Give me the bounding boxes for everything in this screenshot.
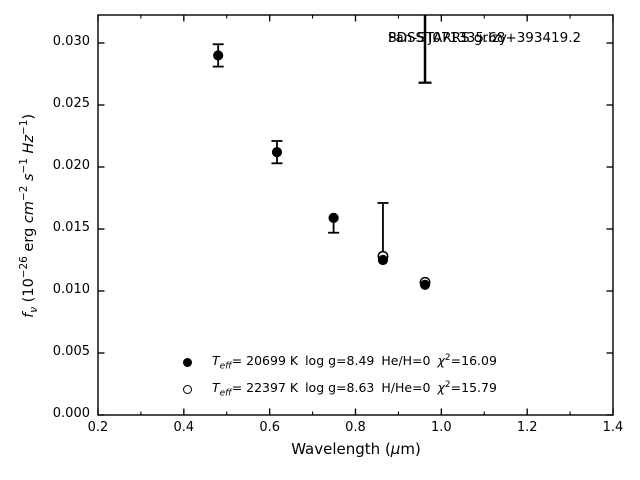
y-tick-label: 0.010: [52, 282, 90, 297]
data-point-filled: [419, 279, 431, 290]
x-tick-label: 0.2: [87, 420, 109, 435]
data-point-filled: [213, 50, 224, 61]
data-point-filled: [328, 212, 339, 223]
y-tick-label: 0.005: [52, 344, 90, 359]
annotation-object-id: SDSS J071335.68+393419.2: [388, 30, 582, 46]
y-tick-label: 0.015: [52, 220, 90, 235]
x-tick-label: 0.6: [259, 420, 280, 435]
data-point-filled: [377, 254, 389, 266]
y-tick-label: 0.020: [52, 158, 90, 173]
open-circle-marker: [183, 384, 192, 394]
y-tick-label: 0.000: [52, 406, 90, 421]
y-tick-label: 0.030: [52, 34, 90, 50]
x-tick-label: 1.2: [516, 420, 538, 435]
x-tick-label: 1.4: [602, 420, 624, 435]
filled-circle-marker: [183, 357, 192, 367]
data-point-filled: [271, 147, 283, 158]
annotation-survey: Pan-STARRS grizy: [388, 30, 507, 46]
x-tick-label: 0.4: [173, 420, 195, 435]
y-axis-label: fν (10−26 erg cm−2 s−1 Hz−1): [18, 113, 40, 318]
x-axis-label: Wavelength (μm): [291, 440, 421, 458]
axes-frame: [97, 14, 614, 416]
y-tick-label: 0.025: [52, 96, 90, 112]
x-tick-label: 1.0: [430, 420, 452, 435]
x-tick-label: 0.8: [345, 420, 366, 435]
